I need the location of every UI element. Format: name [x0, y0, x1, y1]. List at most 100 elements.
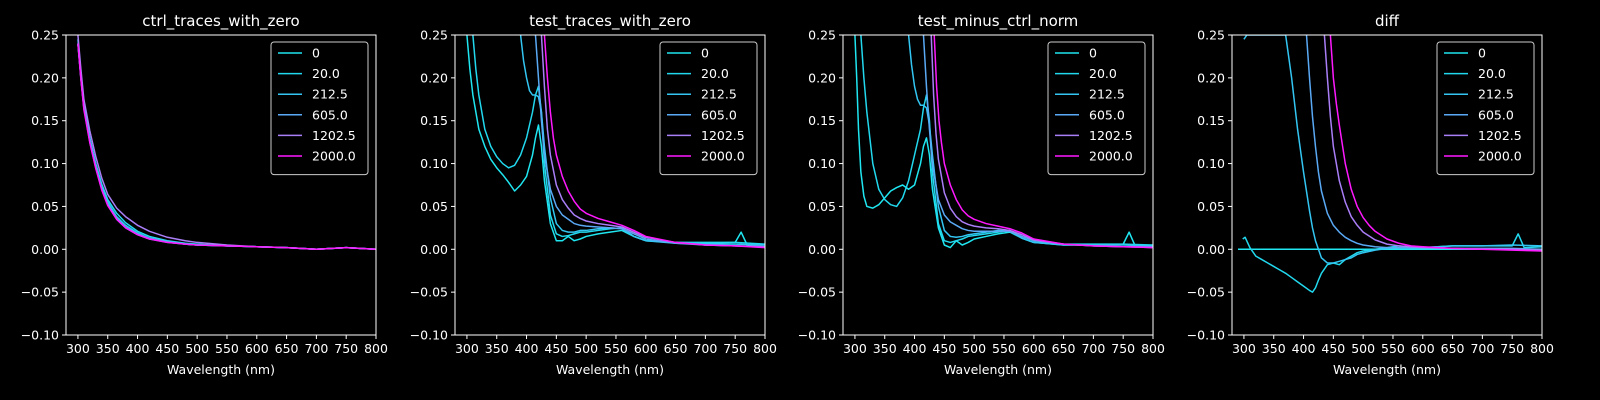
x-tick-label: 800: [1141, 341, 1165, 356]
legend-box: [659, 41, 758, 176]
chart-title: test_traces_with_zero: [529, 12, 691, 31]
series-line-212.5: [907, 35, 1153, 247]
legend-entry: 212.5: [1478, 87, 1514, 102]
legend-box: [1436, 41, 1535, 176]
y-tick-label: 0.25: [808, 28, 836, 43]
legend-entry: 20.0: [1089, 66, 1117, 81]
x-axis-label: Wavelength (nm): [556, 362, 664, 377]
x-tick-label: 650: [275, 341, 299, 356]
x-tick-label: 650: [1441, 341, 1465, 356]
series-line-2000.0: [933, 35, 1153, 249]
chart-title: test_minus_ctrl_norm: [918, 12, 1079, 31]
chart-title: ctrl_traces_with_zero: [142, 12, 299, 31]
x-tick-label: 700: [693, 341, 717, 356]
x-tick-label: 450: [544, 341, 568, 356]
y-tick-label: 0.15: [31, 113, 59, 128]
x-tick-label: 300: [455, 341, 479, 356]
x-tick-label: 750: [723, 341, 747, 356]
legend-entry: 2000.0: [1089, 149, 1133, 164]
y-tick-label: 0.05: [808, 199, 836, 214]
x-tick-label: 400: [515, 341, 539, 356]
y-tick-label: 0.05: [420, 199, 448, 214]
x-tick-label: 750: [1111, 341, 1135, 356]
x-tick-label: 450: [932, 341, 956, 356]
legend-entry: 212.5: [312, 87, 348, 102]
legend-entry: 1202.5: [312, 128, 356, 143]
x-tick-label: 500: [1351, 341, 1375, 356]
x-tick-label: 350: [485, 341, 509, 356]
legend-entry: 0: [312, 46, 320, 61]
x-tick-label: 600: [1411, 341, 1435, 356]
x-tick-label: 550: [215, 341, 239, 356]
x-tick-label: 300: [66, 341, 90, 356]
legend: 0 20.0 212.5 605.0 1202.5 2000.0: [1436, 41, 1535, 176]
legend: 0 20.0 212.5 605.0 1202.5 2000.0: [270, 41, 369, 176]
y-tick-label: 0.00: [1197, 242, 1225, 257]
y-tick-label: 0.25: [420, 28, 448, 43]
legend-entry: 20.0: [1478, 66, 1506, 81]
x-tick-label: 750: [1500, 341, 1524, 356]
y-tick-label: 0.15: [420, 113, 448, 128]
x-tick-label: 650: [664, 341, 688, 356]
axes-frame: [65, 34, 377, 336]
x-tick-label: 400: [1292, 341, 1316, 356]
legend-entry: 212.5: [701, 87, 737, 102]
legend-entry: 605.0: [1478, 107, 1514, 122]
y-tick-label: 0.20: [420, 70, 448, 85]
y-tick-label: 0.20: [808, 70, 836, 85]
legend-entry: 2000.0: [701, 149, 745, 164]
x-tick-label: 800: [753, 341, 777, 356]
legend: 0 20.0 212.5 605.0 1202.5 2000.0: [659, 41, 758, 176]
y-tick-label: 0.00: [31, 242, 59, 257]
legend: 0 20.0 212.5 605.0 1202.5 2000.0: [1047, 41, 1146, 176]
y-tick-label: 0.15: [808, 113, 836, 128]
x-tick-label: 600: [1022, 341, 1046, 356]
subplot-0: ctrl_traces_with_zero −0.10 −0.05 0.00 0.05 0…: [21, 12, 388, 377]
y-tick-label: 0.05: [31, 199, 59, 214]
series-line-2000.0: [543, 35, 765, 249]
x-tick-label: 550: [1381, 341, 1405, 356]
legend-entry: 605.0: [312, 107, 348, 122]
y-tick-label: −0.10: [1187, 328, 1225, 343]
legend-entry: 2000.0: [312, 149, 356, 164]
x-tick-label: 500: [962, 341, 986, 356]
x-tick-label: 700: [304, 341, 328, 356]
legend-entry: 1202.5: [701, 128, 745, 143]
subplot-1: test_traces_with_zero −0.10 −0.05 0.00 0.05 0…: [410, 12, 777, 377]
axes-frame: [842, 34, 1154, 336]
x-tick-label: 750: [334, 341, 358, 356]
y-tick-label: 0.10: [420, 156, 448, 171]
y-tick-label: 0.00: [808, 242, 836, 257]
series-group: [854, 35, 1153, 249]
y-tick-label: −0.05: [798, 285, 836, 300]
series-line-2000.0: [1329, 35, 1542, 252]
y-tick-label: 0.05: [1197, 199, 1225, 214]
legend-box: [270, 41, 369, 176]
x-tick-label: 600: [634, 341, 658, 356]
y-tick-label: −0.10: [798, 328, 836, 343]
y-tick-label: 0.00: [420, 242, 448, 257]
series-line-2000.0: [77, 43, 376, 251]
subplot-3: diff −0.10 −0.05 0.00 0.05 0.10 0.15 0.20 0.25 30…: [1187, 12, 1554, 377]
x-tick-label: 550: [992, 341, 1016, 356]
x-tick-label: 550: [604, 341, 628, 356]
legend-box: [1047, 41, 1146, 176]
y-tick-label: −0.05: [21, 285, 59, 300]
x-tick-label: 350: [1262, 341, 1286, 356]
x-tick-label: 300: [843, 341, 867, 356]
x-tick-label: 350: [873, 341, 897, 356]
x-tick-label: 500: [185, 341, 209, 356]
legend-entry: 605.0: [1089, 107, 1125, 122]
y-tick-label: 0.25: [31, 28, 59, 43]
y-tick-label: 0.10: [808, 156, 836, 171]
legend-entry: 1202.5: [1478, 128, 1522, 143]
subplot-2: test_minus_ctrl_norm −0.10 −0.05 0.00 0.05 0.…: [798, 12, 1165, 377]
legend-entry: 2000.0: [1478, 149, 1522, 164]
y-tick-label: 0.10: [31, 156, 59, 171]
series-group: [77, 35, 376, 251]
x-axis-label: Wavelength (nm): [167, 362, 275, 377]
x-tick-label: 700: [1081, 341, 1105, 356]
x-tick-label: 450: [155, 341, 179, 356]
legend-entry: 212.5: [1089, 87, 1125, 102]
